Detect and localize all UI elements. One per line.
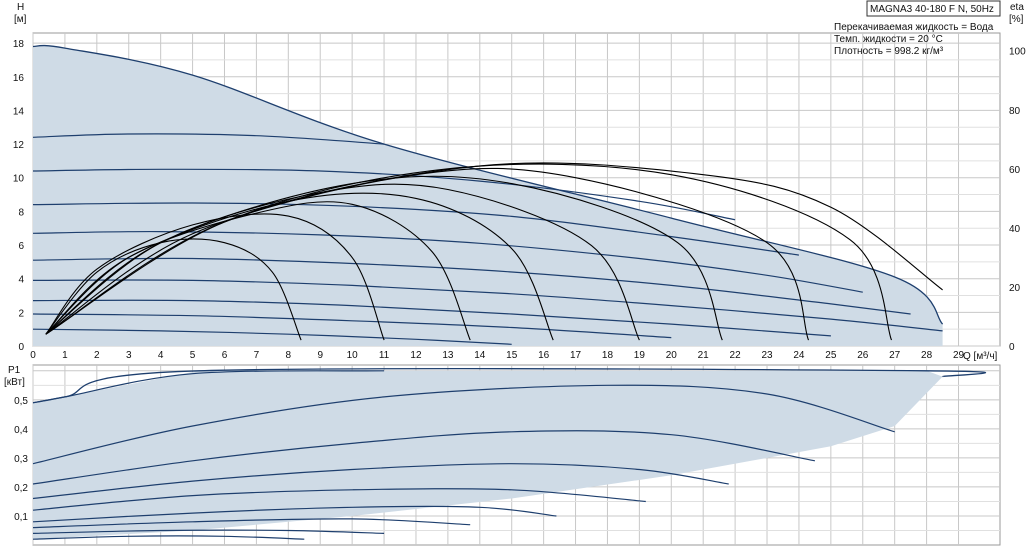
x-tick-label: 4 (158, 350, 164, 361)
x-tick-label: 17 (570, 350, 582, 361)
head-curve-1 (32, 133, 385, 145)
power-curve-2 (32, 384, 895, 465)
power-y-tick-label: 0,1 (14, 512, 28, 523)
x-tick-label: 5 (190, 350, 196, 361)
x-tick-label: 19 (634, 350, 646, 361)
head-curve-5 (32, 257, 911, 315)
x-tick-label: 8 (286, 350, 292, 361)
power-curve-1 (32, 370, 385, 404)
head-curve-3 (32, 202, 799, 256)
y2-tick-label: 100 (1009, 47, 1026, 58)
head-ticks: 0 1 2 3 4 5 6 7 8 9 10 11 12 13 14 15 16 17 18 19 20 21 22 23 24… (13, 39, 1026, 361)
y2-tick-label: 60 (1009, 165, 1021, 176)
x-tick-label: 24 (793, 350, 805, 361)
y-tick-label: 8 (18, 207, 24, 218)
x-tick-label: 28 (921, 350, 933, 361)
y-tick-label: 6 (18, 241, 24, 252)
y2-tick-label: 20 (1009, 283, 1021, 294)
power-y-tick-label: 0,3 (14, 454, 28, 465)
info-line-density: Плотность = 998.2 кг/м³ (834, 46, 944, 57)
eta-curve-8 (45, 163, 893, 341)
power-curve-8 (32, 529, 385, 534)
y-tick-label: 4 (18, 275, 24, 286)
power-curve-9 (32, 535, 305, 540)
x-tick-label: 29 (953, 350, 965, 361)
x-tick-label: 2 (94, 350, 100, 361)
chart-title: MAGNA3 40-180 F N, 50Hz (870, 4, 994, 15)
x-tick-label: 9 (317, 350, 323, 361)
x-tick-label: 20 (666, 350, 678, 361)
power-y-tick-label: 0,4 (14, 425, 28, 436)
y-axis-unit-m: [м] (14, 14, 27, 25)
power-curves (32, 370, 895, 540)
x-tick-label: 11 (379, 350, 390, 361)
head-curve-4 (32, 230, 863, 293)
x-tick-label: 22 (730, 350, 742, 361)
info-line-fluid: Перекачиваемая жидкость = Вода (834, 22, 994, 33)
power-envelope-fill (33, 370, 943, 540)
y-axis-label-p1: P1 (8, 365, 21, 376)
eta-curve-7 (45, 167, 810, 341)
x-tick-label: 1 (62, 350, 68, 361)
eta-curve-6 (45, 175, 723, 341)
eta-curve-4 (45, 192, 554, 341)
y2-tick-label: 80 (1009, 106, 1021, 117)
x-tick-label: 23 (761, 350, 773, 361)
y2-axis-unit-percent: [%] (1009, 14, 1024, 25)
x-tick-label: 21 (698, 350, 710, 361)
x-tick-label: 7 (254, 350, 260, 361)
head-envelope-fill (33, 45, 943, 346)
title-box (866, 0, 1001, 17)
head-curve-9 (32, 328, 512, 345)
efficiency-curves (45, 162, 943, 341)
x-axis-label-q: Q [м³/ч] (963, 351, 998, 362)
power-curve-4 (32, 463, 729, 500)
head-curve-7 (32, 299, 831, 337)
x-tick-label: 16 (538, 350, 550, 361)
y-axis-label-h: H (17, 2, 24, 13)
y2-tick-label: 40 (1009, 224, 1021, 235)
x-tick-label: 25 (825, 350, 837, 361)
x-tick-label: 27 (889, 350, 901, 361)
y-tick-label: 12 (13, 140, 25, 151)
head-curve-2 (32, 168, 736, 221)
power-curve-6 (32, 505, 557, 523)
x-tick-label: 6 (222, 350, 228, 361)
power-curve-5 (32, 488, 646, 511)
head-curve-6 (32, 279, 943, 332)
x-tick-label: 18 (602, 350, 614, 361)
power-y-tick-label: 0,5 (14, 396, 28, 407)
y-tick-label: 14 (13, 106, 25, 117)
y-tick-label: 10 (13, 174, 25, 185)
x-tick-label: 26 (857, 350, 869, 361)
y2-tick-label: 0 (1009, 342, 1015, 353)
head-curve-8 (32, 313, 672, 339)
y-tick-label: 18 (13, 39, 25, 50)
x-tick-label: 15 (506, 350, 518, 361)
y-axis-unit-kw: [кВт] (4, 377, 25, 388)
y-tick-label: 2 (18, 308, 24, 319)
x-tick-label: 12 (410, 350, 422, 361)
y2-axis-label-eta: eta (1010, 2, 1024, 13)
x-tick-label: 0 (30, 350, 36, 361)
power-ticks: 0,1 0,2 0,3 0,4 0,5 (14, 396, 28, 523)
power-y-tick-label: 0,2 (14, 483, 28, 494)
power-curve-3 (32, 430, 816, 485)
x-tick-label: 14 (474, 350, 486, 361)
head-curves (32, 133, 943, 345)
x-tick-label: 10 (347, 350, 359, 361)
x-tick-label: 3 (126, 350, 132, 361)
eta-curve-9 (45, 162, 943, 335)
y-tick-label: 0 (18, 342, 24, 353)
y-tick-label: 16 (13, 73, 25, 84)
power-curve-7 (32, 518, 471, 529)
info-line-temp: Темп. жидкости = 20 °C (834, 34, 943, 45)
x-tick-label: 13 (442, 350, 454, 361)
